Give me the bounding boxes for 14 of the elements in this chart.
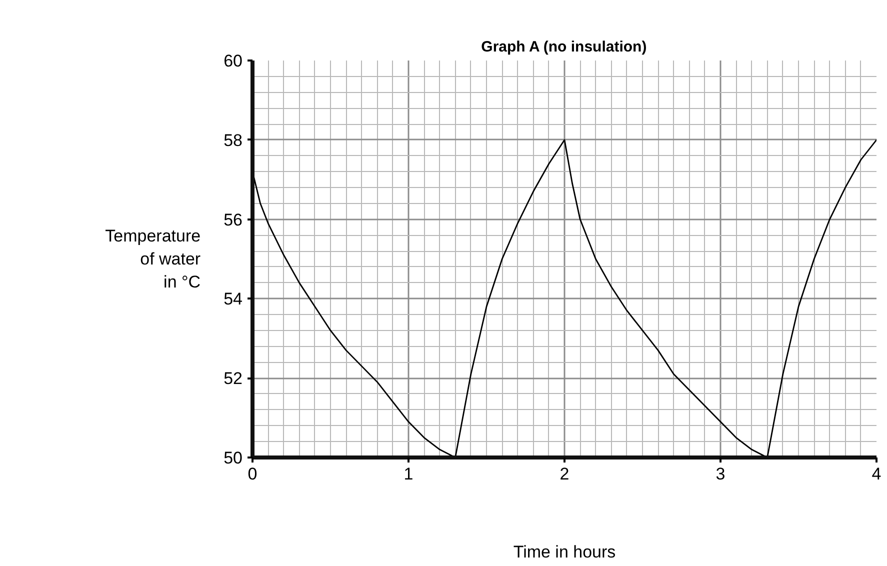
y-tick-label: 52 <box>224 369 243 388</box>
x-tick-label: 4 <box>872 464 882 484</box>
y-tick-label: 60 <box>224 52 243 70</box>
chart-title: Graph A (no insulation) <box>481 38 647 56</box>
y-tick-label: 56 <box>224 210 243 230</box>
x-tick-label: 1 <box>404 464 414 484</box>
y-tick-label: 50 <box>224 448 243 468</box>
x-tick-label: 2 <box>560 464 570 484</box>
y-tick-label: 58 <box>224 130 243 150</box>
x-tick-label: 0 <box>248 464 258 484</box>
y-axis-title: Temperature of water in °C <box>105 226 201 292</box>
x-tick-label: 3 <box>716 464 726 484</box>
x-axis-title: Time in hours <box>513 542 616 562</box>
y-tick-label: 54 <box>224 290 243 309</box>
